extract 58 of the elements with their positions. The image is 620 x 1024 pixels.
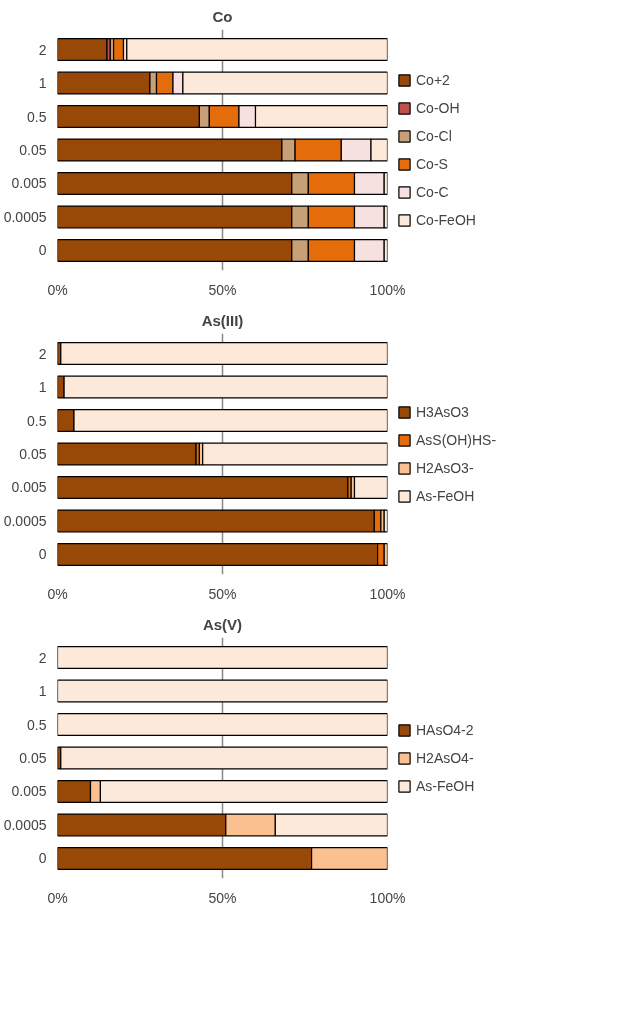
bar [57,646,388,670]
chart-title: As(V) [202,615,243,633]
chart-title: Co [212,7,233,25]
bar [60,342,388,366]
bar [126,38,388,62]
bar [60,746,388,770]
y-tick-label: 1 [38,379,47,396]
y-tick-label: 0.0005 [3,816,47,833]
x-tick-label: 50% [208,281,237,298]
bar [57,38,108,62]
bar [57,713,388,737]
legend-label: As-FeOH [416,777,475,794]
x-tick-label: 100% [369,889,406,906]
y-tick-label: 0 [38,546,47,563]
y-tick-label: 0.5 [27,412,47,429]
legend-label: Co-Cl [416,127,452,144]
x-tick-label: 50% [208,889,237,906]
bar [57,679,388,703]
x-tick-label: 100% [369,585,406,602]
x-tick-label: 0% [47,281,68,298]
legend-label: H3AsO3 [416,403,469,420]
x-tick-label: 100% [369,281,406,298]
y-tick-label: 2 [38,41,47,58]
x-tick-label: 0% [47,889,68,906]
y-tick-label: 0.05 [19,446,47,462]
x-tick-label: 50% [208,585,237,602]
bar [57,475,349,499]
y-tick-label: 0.05 [19,142,47,158]
bar [353,475,388,499]
legend-label: Co-FeOH [416,211,476,228]
legend-label: AsS(OH)HS- [416,431,497,448]
bar [202,442,388,466]
y-tick-label: 2 [38,649,47,666]
legend-label: HAsO4-2 [416,721,474,738]
y-tick-label: 0.005 [11,783,47,800]
y-tick-label: 0.5 [27,108,47,125]
legend-label: Co-OH [416,99,460,116]
y-tick-label: 0.0005 [3,512,47,529]
y-tick-label: 0.5 [27,716,47,733]
chart-title: As(III) [201,311,244,329]
legend-label: Co-C [416,183,449,200]
legend-label: Co+2 [416,71,450,88]
y-tick-label: 2 [38,345,47,362]
y-tick-label: 1 [38,75,47,92]
legend-label: As-FeOH [416,487,475,504]
y-tick-label: 0 [38,850,47,867]
y-tick-label: 0.0005 [3,208,47,225]
legend-label: H2AsO3- [416,459,474,476]
x-tick-label: 0% [47,585,68,602]
y-tick-label: 0 [38,242,47,259]
bar [57,442,197,466]
y-tick-label: 0.005 [11,479,47,496]
legend-label: Co-S [416,155,448,172]
bar [113,38,125,62]
y-tick-label: 1 [38,683,47,700]
y-tick-label: 0.005 [11,175,47,192]
y-tick-label: 0.05 [19,750,47,766]
legend-label: H2AsO4- [416,749,474,766]
